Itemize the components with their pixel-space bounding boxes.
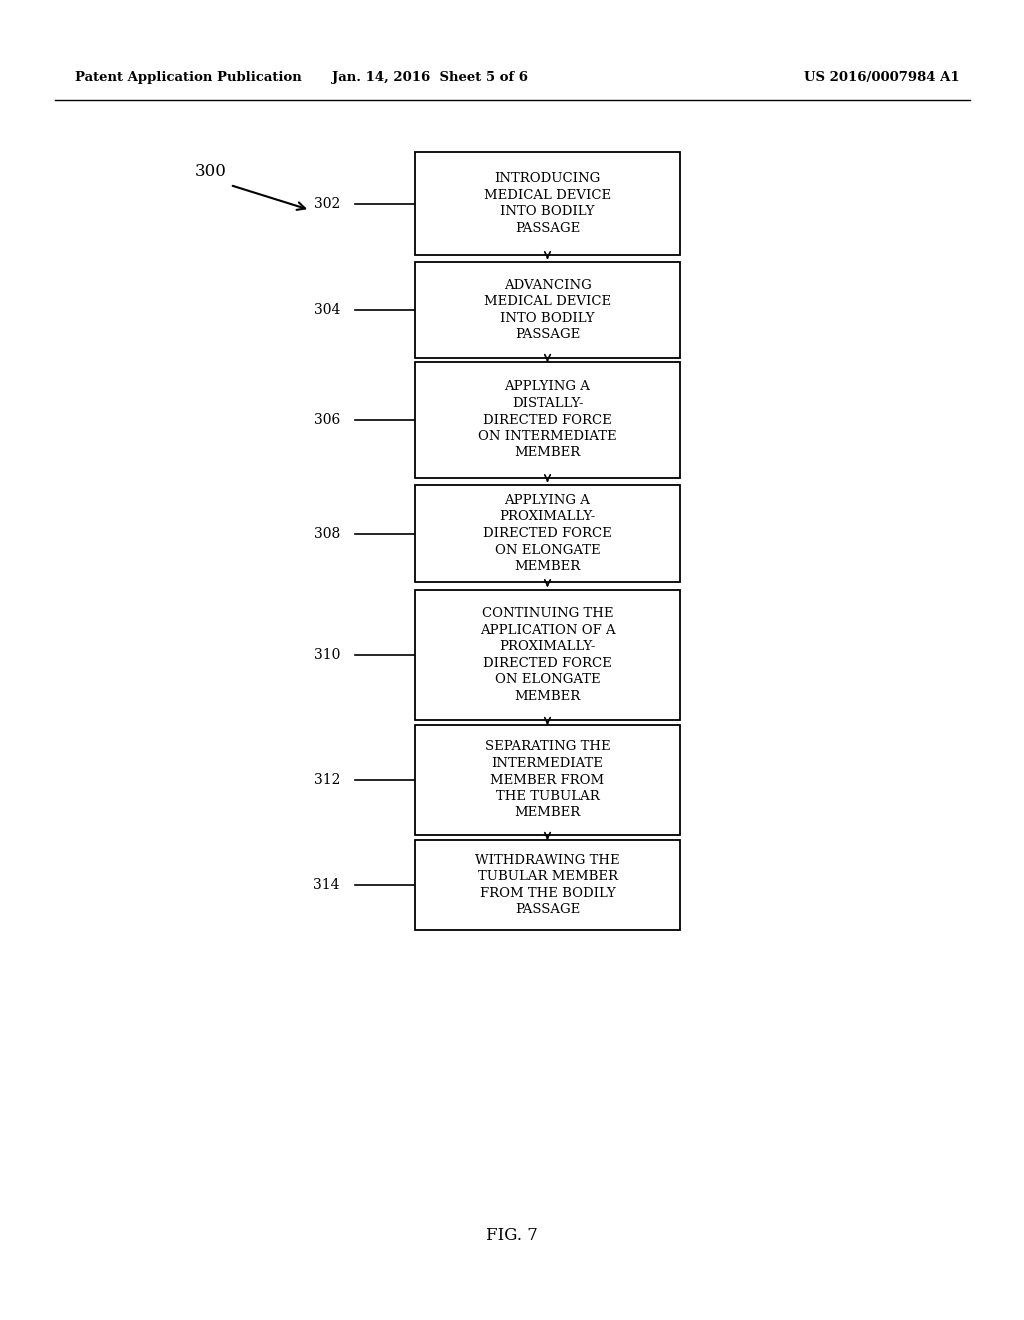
Text: Jan. 14, 2016  Sheet 5 of 6: Jan. 14, 2016 Sheet 5 of 6	[332, 71, 528, 84]
Text: US 2016/0007984 A1: US 2016/0007984 A1	[805, 71, 961, 84]
Text: 314: 314	[313, 878, 340, 892]
Text: INTRODUCING
MEDICAL DEVICE
INTO BODILY
PASSAGE: INTRODUCING MEDICAL DEVICE INTO BODILY P…	[484, 172, 611, 235]
Text: FIG. 7: FIG. 7	[486, 1226, 538, 1243]
Text: 306: 306	[313, 413, 340, 426]
Text: 312: 312	[313, 774, 340, 787]
Text: 308: 308	[313, 527, 340, 540]
Bar	[415, 362, 680, 478]
Text: 310: 310	[313, 648, 340, 663]
Text: APPLYING A
DISTALLY-
DIRECTED FORCE
ON INTERMEDIATE
MEMBER: APPLYING A DISTALLY- DIRECTED FORCE ON I…	[478, 380, 616, 459]
Text: 302: 302	[313, 197, 340, 210]
Bar	[415, 152, 680, 255]
Text: WITHDRAWING THE
TUBULAR MEMBER
FROM THE BODILY
PASSAGE: WITHDRAWING THE TUBULAR MEMBER FROM THE …	[475, 854, 620, 916]
Bar	[415, 590, 680, 719]
Text: Patent Application Publication: Patent Application Publication	[75, 71, 302, 84]
Text: CONTINUING THE
APPLICATION OF A
PROXIMALLY-
DIRECTED FORCE
ON ELONGATE
MEMBER: CONTINUING THE APPLICATION OF A PROXIMAL…	[479, 607, 615, 702]
Text: SEPARATING THE
INTERMEDIATE
MEMBER FROM
THE TUBULAR
MEMBER: SEPARATING THE INTERMEDIATE MEMBER FROM …	[484, 741, 610, 820]
Text: ADVANCING
MEDICAL DEVICE
INTO BODILY
PASSAGE: ADVANCING MEDICAL DEVICE INTO BODILY PAS…	[484, 279, 611, 342]
Bar	[415, 725, 680, 836]
Text: APPLYING A
PROXIMALLY-
DIRECTED FORCE
ON ELONGATE
MEMBER: APPLYING A PROXIMALLY- DIRECTED FORCE ON…	[483, 494, 612, 573]
Bar	[415, 484, 680, 582]
Text: 304: 304	[313, 304, 340, 317]
Bar	[415, 840, 680, 931]
Bar	[415, 261, 680, 358]
Text: 300: 300	[195, 164, 227, 181]
